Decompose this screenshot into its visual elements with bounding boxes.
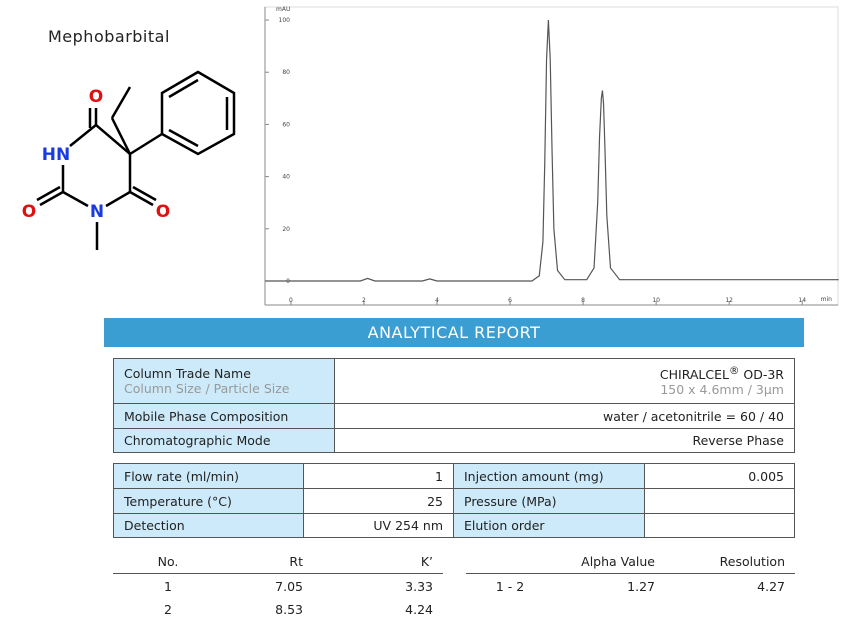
condition-label: Flow rate (ml/min) <box>113 463 304 489</box>
x-tick-label: 12 <box>725 297 733 304</box>
separation-cell: 1.27 <box>627 579 655 594</box>
condition-value: 1 <box>303 463 454 489</box>
peak-header: Rt <box>289 554 303 569</box>
separation-header: Resolution <box>719 554 785 569</box>
peak-cell: 4.24 <box>405 602 433 617</box>
plot-frame <box>264 6 839 306</box>
y-tick-label: 100 <box>279 17 291 24</box>
peak-header: No. <box>157 554 179 569</box>
phenyl-ring <box>160 70 236 156</box>
condition-value: UV 254 nm <box>303 513 454 538</box>
peak-cell: 2 <box>164 602 172 617</box>
condition-label: Detection <box>113 513 304 538</box>
bond <box>95 124 131 155</box>
peak-header: K’ <box>420 554 433 569</box>
atom-label: HN <box>42 145 70 165</box>
column-label-cell: Column Trade Name Column Size / Particle… <box>113 358 335 404</box>
header-rule <box>466 573 795 574</box>
bonds <box>36 70 236 250</box>
condition-value: 0.005 <box>644 463 795 489</box>
bond <box>62 190 89 208</box>
condition-value <box>644 488 795 514</box>
bond <box>132 185 157 202</box>
separation-header: Alpha Value <box>581 554 655 569</box>
y-tick-label: 60 <box>282 121 290 128</box>
bond <box>129 132 163 156</box>
y-axis-label: mAU <box>276 6 290 13</box>
x-tick-label: 8 <box>581 297 585 304</box>
bond <box>105 190 131 208</box>
atom-label: O <box>89 87 103 107</box>
registered-mark: ® <box>728 364 740 377</box>
column-value-cell: CHIRALCEL® OD-3R 150 x 4.6mm / 3µm <box>334 358 795 404</box>
x-tick-label: 0 <box>289 297 293 304</box>
condition-value <box>644 513 795 538</box>
condition-label: Pressure (MPa) <box>453 488 645 514</box>
column-size: 150 x 4.6mm / 3µm <box>660 382 784 398</box>
separation-cell: 4.27 <box>757 579 785 594</box>
x-tick-label: 6 <box>508 297 512 304</box>
bond <box>110 117 132 155</box>
x-axis-label: min <box>821 296 833 303</box>
bond <box>36 185 61 202</box>
atom-label: O <box>156 202 170 222</box>
x-tick-label: 10 <box>652 297 660 304</box>
y-tick-label: 20 <box>282 226 290 233</box>
condition-value: 25 <box>303 488 454 514</box>
column-sublabel: Column Size / Particle Size <box>124 381 290 396</box>
header-rule <box>113 573 443 574</box>
atom-label: O <box>22 202 36 222</box>
x-tick-label: 4 <box>435 297 439 304</box>
condition-label: Elution order <box>453 513 645 538</box>
condition-label: Temperature (°C) <box>113 488 304 514</box>
column-name: CHIRALCEL <box>659 367 729 383</box>
y-tick-label: 80 <box>282 69 290 76</box>
peak-cell: 1 <box>164 579 172 594</box>
condition-label: Injection amount (mg) <box>453 463 645 489</box>
column-label: Column Trade Name <box>124 366 251 381</box>
peak-cell: 8.53 <box>275 602 303 617</box>
report-title: ANALYTICAL REPORT <box>104 318 804 347</box>
bond <box>168 128 199 148</box>
bond <box>39 190 64 207</box>
peak-cell: 3.33 <box>405 579 433 594</box>
bond <box>110 86 132 119</box>
structure: O HN O N O <box>22 70 236 250</box>
mobile-phase-label: Mobile Phase Composition <box>113 403 335 429</box>
column-name-line: CHIRALCEL® OD-3R <box>660 365 784 382</box>
peak-cell: 7.05 <box>275 579 303 594</box>
trace <box>265 20 839 282</box>
mode-value: Reverse Phase <box>334 428 795 453</box>
compound-name: Mephobarbital <box>48 27 170 46</box>
bond <box>129 190 154 207</box>
atom-label: N <box>90 202 104 222</box>
bond <box>69 124 97 147</box>
separation-cell: 1 - 2 <box>495 579 525 594</box>
x-tick-label: 14 <box>798 297 806 304</box>
column-model: OD-3R <box>743 367 784 383</box>
x-tick-label: 2 <box>362 297 366 304</box>
mode-label: Chromatographic Mode <box>113 428 335 453</box>
bond <box>168 78 199 99</box>
y-tick-label: 40 <box>282 174 290 181</box>
mobile-phase-value: water / acetonitrile = 60 / 40 <box>334 403 795 429</box>
